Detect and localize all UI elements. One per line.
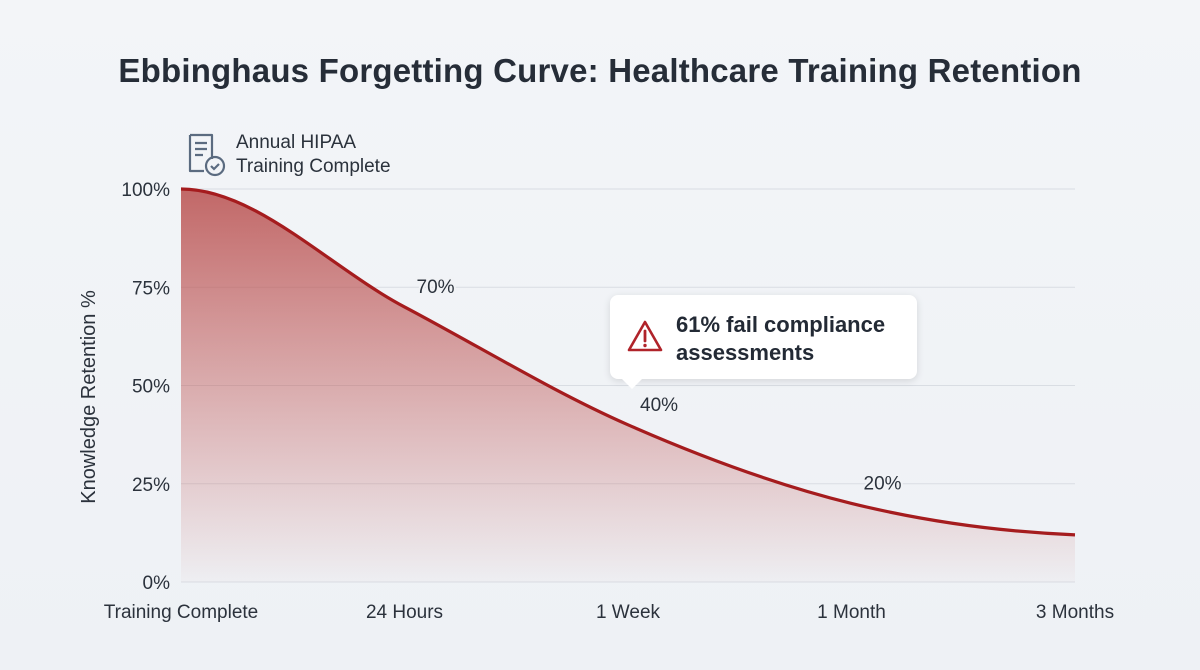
retention-area bbox=[181, 189, 1075, 582]
x-tick-label: Training Complete bbox=[104, 602, 259, 623]
x-tick-label: 3 Months bbox=[1036, 602, 1114, 623]
document-check-icon bbox=[186, 132, 228, 183]
x-tick-label: 1 Month bbox=[817, 602, 886, 623]
y-tick-label: 0% bbox=[143, 573, 171, 594]
data-label: 20% bbox=[864, 473, 902, 494]
y-tick-label: 75% bbox=[132, 278, 170, 299]
start-annotation-line2: Training Complete bbox=[236, 156, 391, 177]
data-label: 70% bbox=[417, 277, 455, 298]
chart-title: Ebbinghaus Forgetting Curve: Healthcare … bbox=[118, 52, 1082, 89]
data-label: 40% bbox=[640, 395, 678, 416]
start-annotation: Annual HIPAA Training Complete bbox=[236, 131, 391, 179]
compliance-callout: 61% fail compliance assessments bbox=[610, 295, 917, 389]
callout-line2: assessments bbox=[676, 340, 815, 365]
callout-line1: 61% fail compliance bbox=[676, 312, 886, 337]
y-tick-label: 100% bbox=[121, 180, 170, 201]
y-tick-label: 25% bbox=[132, 475, 170, 496]
retention-line bbox=[180, 187, 1076, 537]
warning-triangle-icon bbox=[626, 319, 664, 358]
y-tick-label: 50% bbox=[132, 377, 170, 398]
y-axis-label: Knowledge Retention % bbox=[78, 290, 100, 504]
start-annotation-line1: Annual HIPAA bbox=[236, 132, 357, 153]
x-tick-label: 1 Week bbox=[596, 602, 661, 623]
x-tick-label: 24 Hours bbox=[366, 602, 443, 623]
